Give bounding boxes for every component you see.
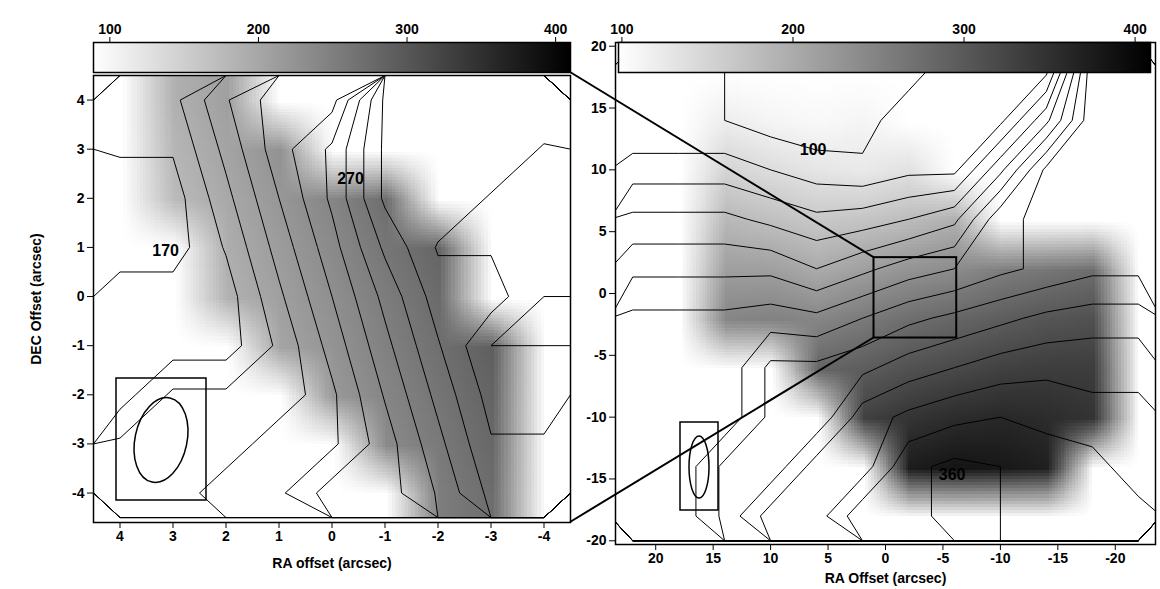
svg-text:2: 2 xyxy=(222,528,230,544)
svg-text:-3: -3 xyxy=(485,528,498,544)
svg-text:-5: -5 xyxy=(937,550,950,566)
svg-text:2: 2 xyxy=(77,190,85,206)
svg-text:0: 0 xyxy=(599,285,607,301)
svg-text:400: 400 xyxy=(544,21,568,37)
svg-text:RA Offset (arcsec): RA Offset (arcsec) xyxy=(825,570,947,586)
svg-text:-15: -15 xyxy=(586,470,606,486)
svg-text:200: 200 xyxy=(781,21,805,37)
svg-text:270: 270 xyxy=(337,170,364,187)
svg-text:0: 0 xyxy=(882,550,890,566)
svg-text:100: 100 xyxy=(800,141,827,158)
svg-text:-2: -2 xyxy=(72,386,85,402)
svg-text:-1: -1 xyxy=(379,528,392,544)
svg-text:1: 1 xyxy=(275,528,283,544)
svg-text:20: 20 xyxy=(648,550,664,566)
svg-text:RA offset (arcsec): RA offset (arcsec) xyxy=(272,555,391,571)
svg-text:100: 100 xyxy=(610,21,634,37)
svg-text:-1: -1 xyxy=(72,337,85,353)
svg-text:200: 200 xyxy=(247,21,271,37)
svg-text:-20: -20 xyxy=(586,532,606,548)
svg-text:-5: -5 xyxy=(594,347,607,363)
svg-text:5: 5 xyxy=(599,223,607,239)
svg-text:-4: -4 xyxy=(538,528,551,544)
svg-text:-15: -15 xyxy=(1048,550,1068,566)
svg-text:-10: -10 xyxy=(990,550,1010,566)
svg-text:0: 0 xyxy=(77,288,85,304)
svg-text:1: 1 xyxy=(77,239,85,255)
svg-text:-2: -2 xyxy=(432,528,445,544)
svg-text:400: 400 xyxy=(1123,21,1147,37)
svg-text:10: 10 xyxy=(591,161,607,177)
svg-text:100: 100 xyxy=(98,21,122,37)
svg-text:170: 170 xyxy=(152,242,179,259)
svg-text:10: 10 xyxy=(763,550,779,566)
svg-text:300: 300 xyxy=(952,21,976,37)
svg-text:DEC Offset (arcsec): DEC Offset (arcsec) xyxy=(28,233,44,365)
svg-text:3: 3 xyxy=(169,528,177,544)
svg-text:20: 20 xyxy=(591,38,607,54)
svg-text:4: 4 xyxy=(77,92,85,108)
svg-text:-3: -3 xyxy=(72,435,85,451)
svg-text:0: 0 xyxy=(328,528,336,544)
svg-text:15: 15 xyxy=(705,550,721,566)
svg-text:-4: -4 xyxy=(72,485,85,501)
svg-text:3: 3 xyxy=(77,141,85,157)
svg-text:360: 360 xyxy=(939,466,966,483)
svg-text:5: 5 xyxy=(824,550,832,566)
svg-text:300: 300 xyxy=(395,21,419,37)
svg-text:4: 4 xyxy=(116,528,124,544)
svg-text:-10: -10 xyxy=(586,409,606,425)
svg-text:15: 15 xyxy=(591,100,607,116)
svg-text:-20: -20 xyxy=(1105,550,1125,566)
